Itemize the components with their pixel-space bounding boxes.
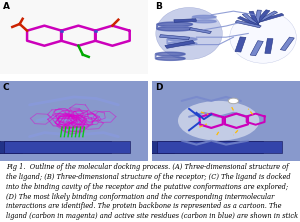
Ellipse shape: [178, 101, 259, 141]
Text: B: B: [155, 2, 162, 11]
Text: C: C: [3, 83, 10, 92]
Circle shape: [228, 98, 239, 104]
Text: A: A: [3, 2, 10, 11]
Text: D: D: [155, 83, 163, 92]
Polygon shape: [259, 13, 284, 22]
Polygon shape: [49, 143, 174, 153]
Ellipse shape: [230, 11, 296, 63]
Polygon shape: [174, 19, 196, 22]
Polygon shape: [250, 41, 263, 56]
Polygon shape: [249, 11, 259, 25]
Polygon shape: [235, 20, 261, 28]
Polygon shape: [4, 141, 130, 153]
Polygon shape: [257, 11, 278, 22]
Polygon shape: [0, 143, 22, 153]
Polygon shape: [189, 28, 212, 34]
Polygon shape: [255, 10, 270, 23]
Polygon shape: [265, 38, 273, 54]
Polygon shape: [0, 141, 111, 153]
Ellipse shape: [156, 7, 222, 59]
Polygon shape: [165, 40, 195, 48]
Polygon shape: [157, 141, 282, 153]
Polygon shape: [137, 141, 263, 153]
Polygon shape: [242, 13, 259, 26]
Polygon shape: [238, 16, 260, 27]
Polygon shape: [280, 37, 294, 51]
Polygon shape: [160, 35, 190, 40]
Polygon shape: [254, 10, 261, 24]
Text: Fig 1.  Outline of the molecular docking process. (A) Three-dimensional structur: Fig 1. Outline of the molecular docking …: [6, 163, 298, 222]
Polygon shape: [235, 37, 246, 52]
Polygon shape: [26, 141, 152, 153]
